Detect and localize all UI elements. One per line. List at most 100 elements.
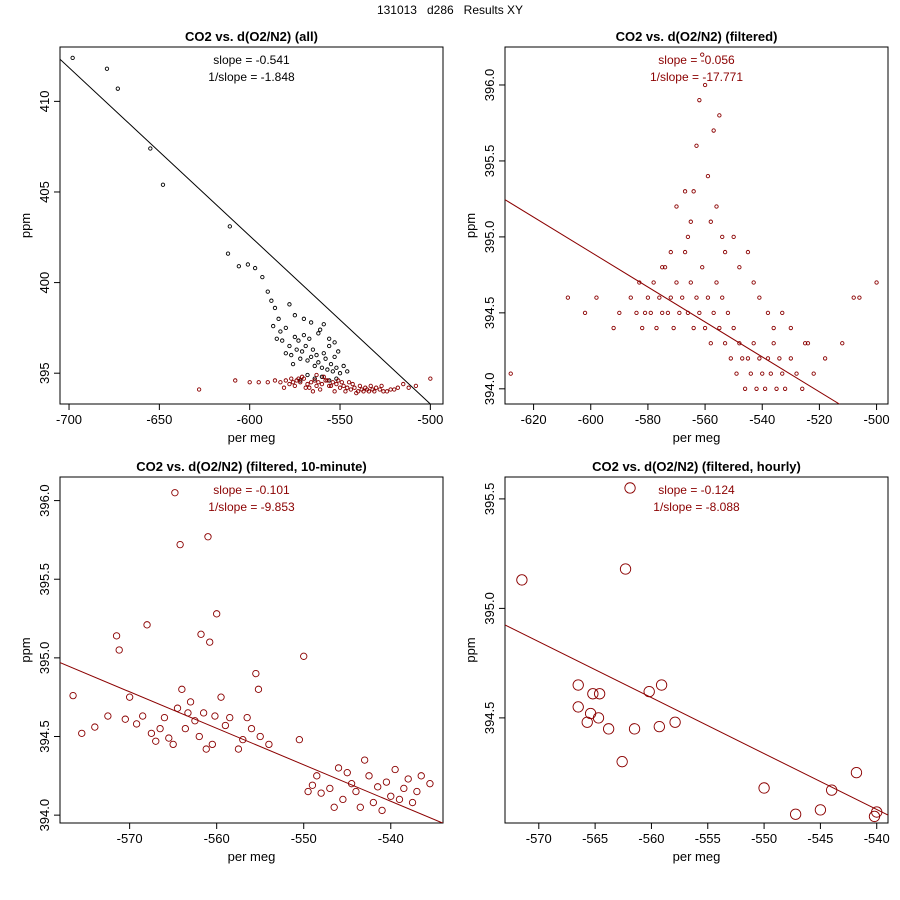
data-point xyxy=(674,204,679,209)
y-axis-label: ppm xyxy=(463,213,478,238)
data-point xyxy=(587,688,599,700)
data-point xyxy=(745,356,751,361)
data-point xyxy=(381,389,386,394)
data-point xyxy=(751,341,756,346)
data-point xyxy=(265,740,273,749)
data-point xyxy=(671,325,676,331)
y-tick-label: 394.5 xyxy=(37,720,52,753)
data-point xyxy=(271,323,276,329)
data-point xyxy=(751,280,756,285)
data-point xyxy=(239,735,247,744)
data-point xyxy=(305,358,310,363)
data-point xyxy=(406,385,411,390)
data-point xyxy=(722,341,728,346)
data-point xyxy=(413,383,419,389)
data-point xyxy=(139,712,147,720)
x-tick-label: -620 xyxy=(521,412,547,427)
plot-panel-4: CO2 vs. d(O2/N2) (filtered, hourly) -570 -… xyxy=(463,459,890,864)
data-point xyxy=(757,356,762,361)
data-point xyxy=(369,798,378,807)
y-axis-label: ppm xyxy=(463,637,478,662)
data-point xyxy=(628,295,633,300)
data-point xyxy=(594,295,599,300)
data-point xyxy=(330,369,335,374)
data-point xyxy=(350,381,355,387)
y-tick-label: 395 xyxy=(37,362,52,384)
plot-panel-3: CO2 vs. d(O2/N2) (filtered, 10-minute) -5… xyxy=(18,459,444,864)
data-point xyxy=(303,343,308,349)
data-point xyxy=(705,173,711,179)
y-tick-label: 405 xyxy=(37,181,52,203)
x-axis-label: per meg xyxy=(228,849,276,864)
data-point xyxy=(780,310,785,316)
data-point xyxy=(307,336,312,341)
data-point xyxy=(327,343,332,349)
data-point xyxy=(294,347,299,352)
data-point xyxy=(308,320,314,325)
data-point xyxy=(236,264,242,269)
y-tick-label: 396.0 xyxy=(482,69,497,102)
data-point xyxy=(648,310,653,316)
x-tick-label: -580 xyxy=(635,412,661,427)
data-point xyxy=(287,381,292,387)
data-point xyxy=(328,383,334,389)
data-point xyxy=(339,380,344,385)
data-point xyxy=(374,783,382,791)
data-point xyxy=(417,772,425,780)
data-point xyxy=(668,295,673,300)
data-point xyxy=(274,336,279,341)
data-point xyxy=(617,310,622,316)
data-point xyxy=(178,685,186,693)
data-point xyxy=(254,685,263,693)
data-point xyxy=(313,772,321,780)
data-point xyxy=(352,787,360,796)
data-point xyxy=(762,386,768,391)
slope-annotation: slope = -0.541 xyxy=(213,53,290,67)
data-point xyxy=(304,787,312,796)
data-point xyxy=(352,385,357,390)
x-tick-label: -570 xyxy=(526,831,552,846)
x-tick-label: -570 xyxy=(117,831,143,846)
data-point xyxy=(814,804,827,816)
data-point xyxy=(307,385,312,390)
data-point xyxy=(357,383,363,389)
data-point xyxy=(292,313,298,318)
data-point xyxy=(332,389,337,394)
data-point xyxy=(765,310,771,316)
data-point xyxy=(290,361,296,367)
data-point xyxy=(316,360,321,365)
data-point xyxy=(731,325,736,331)
data-point xyxy=(348,387,354,392)
data-point xyxy=(343,769,351,777)
data-point xyxy=(247,724,256,733)
data-points xyxy=(70,55,433,396)
data-point xyxy=(290,380,296,385)
data-point xyxy=(378,806,386,815)
data-point xyxy=(278,329,283,334)
data-point xyxy=(312,378,317,383)
data-point xyxy=(654,325,659,331)
x-tick-label: -550 xyxy=(751,831,777,846)
x-tick-label: -540 xyxy=(378,831,404,846)
data-point xyxy=(840,341,845,346)
plot-panel-1: CO2 vs. d(O2/N2) (all) -700 -650 -600 -550 -5… xyxy=(18,29,444,445)
data-point xyxy=(211,712,219,720)
data-point xyxy=(592,712,605,724)
data-point xyxy=(334,764,343,772)
data-point xyxy=(660,310,665,316)
y-tick-label: 394.0 xyxy=(37,799,52,832)
data-point xyxy=(682,189,688,194)
data-point xyxy=(169,740,177,749)
data-point xyxy=(272,305,278,311)
data-point xyxy=(300,652,308,660)
data-point xyxy=(323,378,328,383)
x-tick-label: -540 xyxy=(864,831,890,846)
x-tick-label: -650 xyxy=(146,412,172,427)
regression-line xyxy=(60,58,432,404)
data-point xyxy=(318,327,323,332)
data-point xyxy=(717,325,722,331)
x-axis-label: per meg xyxy=(228,430,276,445)
data-point xyxy=(611,325,616,331)
data-point xyxy=(292,383,298,389)
data-point xyxy=(337,385,343,390)
